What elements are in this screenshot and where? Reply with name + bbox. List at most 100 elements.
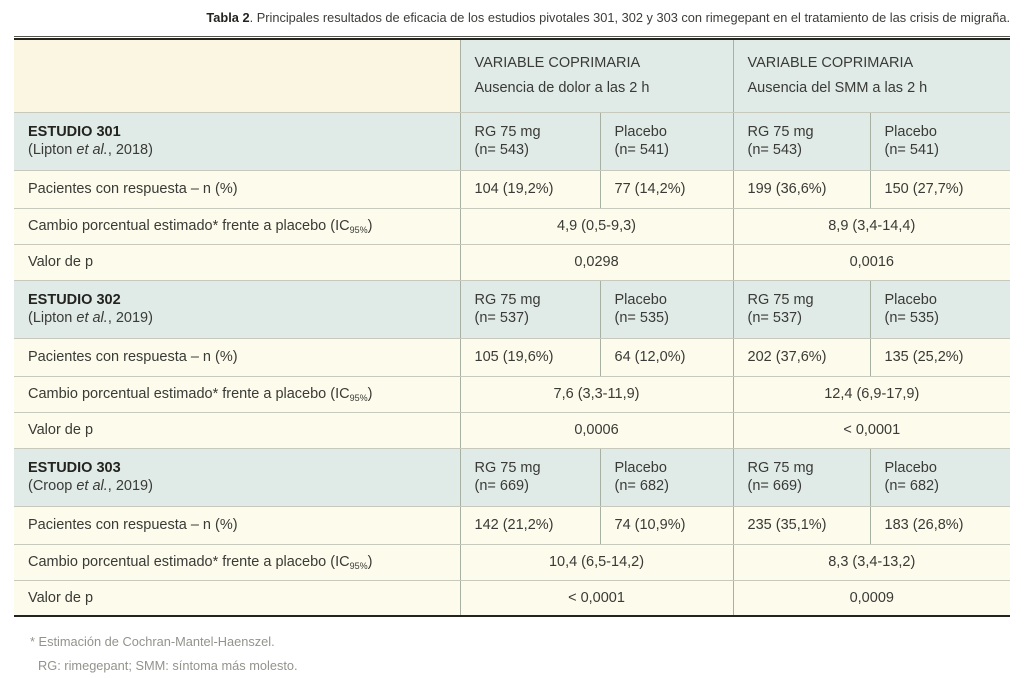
row-label-responders: Pacientes con respuesta – n (%) bbox=[14, 506, 460, 545]
arm-header-cell: RG 75 mg (n= 669) bbox=[732, 448, 871, 507]
study-name: ESTUDIO 303 bbox=[28, 460, 121, 476]
responders-value-cell: 235 (35,1%) bbox=[732, 506, 871, 545]
study-302-change-row: Cambio porcentual estimado* frente a pla… bbox=[14, 376, 1011, 413]
row-label-responders: Pacientes con respuesta – n (%) bbox=[14, 170, 460, 209]
arm-n: (n= 543) bbox=[474, 142, 529, 158]
coprimary-title: VARIABLE COPRIMARIA bbox=[747, 55, 914, 72]
pvalue-cell: < 0,0001 bbox=[732, 412, 1011, 449]
study-301-header: ESTUDIO 301 (Lipton et al., 2018) bbox=[14, 112, 460, 171]
change-value-cell: 12,4 (6,9-17,9) bbox=[732, 376, 1011, 413]
responders-value-cell: 202 (37,6%) bbox=[732, 338, 871, 377]
change-label-sub: 95% bbox=[349, 392, 368, 403]
study-302-header: ESTUDIO 302 (Lipton et al., 2019) bbox=[14, 280, 460, 339]
pvalue-cell: 0,0298 bbox=[459, 244, 734, 281]
pvalue-cell: 0,0016 bbox=[732, 244, 1011, 281]
arm-n: (n= 543) bbox=[747, 142, 802, 158]
citation-etal: et al. bbox=[76, 310, 108, 326]
arm-header-cell: RG 75 mg (n= 669) bbox=[459, 448, 600, 507]
citation-post: , 2019) bbox=[107, 478, 153, 494]
study-302-pvalue-row: Valor de p 0,0006 < 0,0001 bbox=[14, 412, 1011, 449]
arm-header-cell: Placebo (n= 535) bbox=[869, 280, 1011, 339]
arm-header-cell: Placebo (n= 682) bbox=[599, 448, 734, 507]
change-label-sub: 95% bbox=[349, 224, 368, 235]
coprimary-header-dolor: VARIABLE COPRIMARIA Ausencia de dolor a … bbox=[459, 39, 734, 113]
responders-value-cell: 183 (26,8%) bbox=[869, 506, 1011, 545]
coprimary-header-smm: VARIABLE COPRIMARIA Ausencia del SMM a l… bbox=[732, 39, 1011, 113]
arm-header-cell: Placebo (n= 682) bbox=[869, 448, 1011, 507]
responders-value-cell: 142 (21,2%) bbox=[459, 506, 600, 545]
citation-etal: et al. bbox=[76, 142, 108, 158]
study-303-row: ESTUDIO 303 (Croop et al., 2019) RG 75 m… bbox=[14, 448, 1011, 507]
study-303-responders-row: Pacientes con respuesta – n (%) 142 (21,… bbox=[14, 506, 1011, 545]
study-301-change-row: Cambio porcentual estimado* frente a pla… bbox=[14, 208, 1011, 245]
responders-value-cell: 64 (12,0%) bbox=[599, 338, 734, 377]
header-row: VARIABLE COPRIMARIA Ausencia de dolor a … bbox=[14, 39, 1011, 113]
arm-n: (n= 541) bbox=[614, 142, 669, 158]
coprimary-subtitle: Ausencia de dolor a las 2 h bbox=[474, 80, 650, 97]
citation-pre: (Lipton bbox=[28, 310, 77, 326]
arm-n: (n= 669) bbox=[747, 478, 802, 494]
study-name: ESTUDIO 301 bbox=[28, 124, 121, 140]
study-303-header: ESTUDIO 303 (Croop et al., 2019) bbox=[14, 448, 460, 507]
arm-drug: RG 75 mg bbox=[474, 460, 541, 476]
study-301-pvalue-row: Valor de p 0,0298 0,0016 bbox=[14, 244, 1011, 281]
change-value-cell: 4,9 (0,5-9,3) bbox=[459, 208, 734, 245]
study-citation: (Croop et al., 2019) bbox=[28, 478, 446, 494]
study-302-row: ESTUDIO 302 (Lipton et al., 2019) RG 75 … bbox=[14, 280, 1011, 339]
arm-header-cell: RG 75 mg (n= 537) bbox=[459, 280, 600, 339]
arm-n: (n= 682) bbox=[614, 478, 669, 494]
pvalue-cell: < 0,0001 bbox=[459, 580, 734, 617]
arm-drug: Placebo bbox=[614, 124, 667, 140]
row-label-change: Cambio porcentual estimado* frente a pla… bbox=[14, 208, 460, 245]
row-label-change: Cambio porcentual estimado* frente a pla… bbox=[14, 544, 460, 581]
study-citation: (Lipton et al., 2019) bbox=[28, 310, 446, 326]
arm-n: (n= 541) bbox=[884, 142, 939, 158]
coprimary-subtitle: Ausencia del SMM a las 2 h bbox=[747, 80, 928, 97]
study-303-change-row: Cambio porcentual estimado* frente a pla… bbox=[14, 544, 1011, 581]
arm-n: (n= 669) bbox=[474, 478, 529, 494]
arm-n: (n= 535) bbox=[884, 310, 939, 326]
study-302-responders-row: Pacientes con respuesta – n (%) 105 (19,… bbox=[14, 338, 1011, 377]
arm-drug: RG 75 mg bbox=[474, 292, 541, 308]
table-caption: Tabla 2. Principales resultados de efica… bbox=[14, 9, 1010, 26]
table-frame: VARIABLE COPRIMARIA Ausencia de dolor a … bbox=[14, 36, 1011, 617]
responders-value-cell: 105 (19,6%) bbox=[459, 338, 600, 377]
corner-cell bbox=[14, 39, 460, 113]
arm-drug: Placebo bbox=[614, 292, 667, 308]
arm-drug: RG 75 mg bbox=[474, 124, 541, 140]
arm-n: (n= 682) bbox=[884, 478, 939, 494]
pvalue-cell: 0,0006 bbox=[459, 412, 734, 449]
arm-n: (n= 537) bbox=[747, 310, 802, 326]
change-label-pre: Cambio porcentual estimado* frente a pla… bbox=[28, 217, 350, 234]
arm-drug: Placebo bbox=[614, 460, 667, 476]
arm-header-cell: RG 75 mg (n= 543) bbox=[459, 112, 600, 171]
responders-value-cell: 135 (25,2%) bbox=[869, 338, 1011, 377]
arm-header-cell: Placebo (n= 541) bbox=[869, 112, 1011, 171]
study-301-row: ESTUDIO 301 (Lipton et al., 2018) RG 75 … bbox=[14, 112, 1011, 171]
row-label-change: Cambio porcentual estimado* frente a pla… bbox=[14, 376, 460, 413]
table-caption-number: Tabla 2 bbox=[206, 10, 250, 25]
arm-n: (n= 535) bbox=[614, 310, 669, 326]
table-caption-text: . Principales resultados de eficacia de … bbox=[249, 10, 1010, 25]
footnote-abbreviations: RG: rimegepant; SMM: síntoma más molesto… bbox=[38, 658, 298, 673]
change-label-pre: Cambio porcentual estimado* frente a pla… bbox=[28, 385, 350, 402]
coprimary-title: VARIABLE COPRIMARIA bbox=[474, 55, 641, 72]
responders-value-cell: 104 (19,2%) bbox=[459, 170, 600, 209]
change-label-sub: 95% bbox=[349, 560, 368, 571]
arm-n: (n= 537) bbox=[474, 310, 529, 326]
change-label-pre: Cambio porcentual estimado* frente a pla… bbox=[28, 553, 350, 570]
change-value-cell: 8,9 (3,4-14,4) bbox=[732, 208, 1011, 245]
arm-header-cell: Placebo (n= 541) bbox=[599, 112, 734, 171]
footnote-estimation: * Estimación de Cochran-Mantel-Haenszel. bbox=[30, 634, 275, 649]
row-label-responders: Pacientes con respuesta – n (%) bbox=[14, 338, 460, 377]
study-name: ESTUDIO 302 bbox=[28, 292, 121, 308]
citation-pre: (Croop bbox=[28, 478, 77, 494]
arm-header-cell: RG 75 mg (n= 543) bbox=[732, 112, 871, 171]
footnotes: * Estimación de Cochran-Mantel-Haenszel.… bbox=[30, 630, 1010, 678]
citation-post: , 2019) bbox=[107, 310, 153, 326]
change-value-cell: 10,4 (6,5-14,2) bbox=[459, 544, 734, 581]
change-value-cell: 8,3 (3,4-13,2) bbox=[732, 544, 1011, 581]
arm-drug: Placebo bbox=[884, 292, 937, 308]
study-301-responders-row: Pacientes con respuesta – n (%) 104 (19,… bbox=[14, 170, 1011, 209]
